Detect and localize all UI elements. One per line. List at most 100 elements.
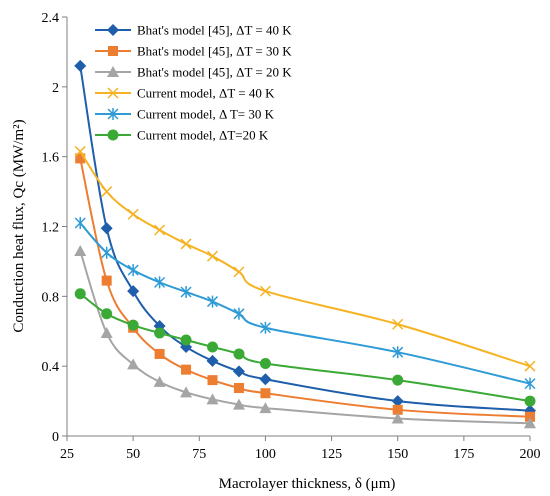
legend-label: Bhat's model [45], ΔT = 20 K [137, 65, 292, 80]
data-point [392, 318, 404, 330]
legend-marker [107, 129, 119, 141]
y-tick-label: 0.4 [42, 360, 60, 375]
data-point [206, 250, 219, 262]
data-point [259, 321, 271, 334]
data-point [207, 375, 218, 386]
legend-entry: Current model, Δ T= 30 K [95, 107, 275, 122]
data-point [259, 358, 271, 370]
series-line [79, 65, 531, 412]
legend-label: Bhat's model [45], ΔT = 30 K [137, 44, 292, 59]
y-tick-label: 0 [52, 430, 59, 445]
plot-area: 25 50 75 100 125 150 175 200 0 0.4 0.8 1.2 1.6 2 2.4 [42, 11, 541, 462]
data-point [391, 412, 404, 424]
data-point [233, 307, 245, 320]
data-point [74, 288, 86, 300]
legend-marker [107, 108, 119, 120]
data-point [206, 295, 219, 308]
data-point [181, 364, 192, 375]
legend-label: Current model, Δ T= 30 K [137, 107, 275, 122]
data-point [233, 382, 244, 393]
x-tick-label: 125 [321, 447, 342, 462]
data-point [127, 264, 139, 277]
series-4 [74, 145, 536, 372]
data-point [127, 358, 140, 370]
series-line [79, 250, 531, 425]
y-tick-label: 0.8 [42, 290, 60, 305]
data-point [74, 244, 87, 256]
data-point [392, 404, 403, 415]
data-point [100, 222, 113, 235]
legend-entry: Current model, ΔT = 40 K [95, 86, 275, 101]
x-tick-label: 200 [520, 447, 541, 462]
y-axis-title: Conduction heat flux, Qc (MW/m²) [11, 119, 27, 332]
data-point [101, 186, 113, 198]
y-tick-label: 1.2 [42, 221, 60, 236]
x-tick-label: 100 [255, 447, 276, 462]
data-point [154, 224, 166, 236]
data-point [525, 411, 535, 422]
legend-label: Current model, ΔT = 40 K [137, 86, 275, 101]
series-6 [74, 288, 536, 407]
data-point [524, 377, 536, 390]
data-point [154, 348, 165, 359]
y-tick-label: 2.4 [42, 11, 60, 26]
data-point [524, 360, 536, 372]
legend-marker [107, 87, 119, 99]
x-tick-label: 75 [192, 447, 206, 462]
data-point [74, 145, 86, 157]
data-point [232, 365, 245, 378]
x-tick-label: 150 [387, 447, 408, 462]
series-line [79, 150, 531, 368]
legend: Bhat's model [45], ΔT = 40 K Bhat's model… [95, 23, 292, 143]
data-point [524, 417, 536, 429]
legend-marker [107, 24, 119, 36]
data-point [232, 398, 245, 410]
data-point [180, 238, 192, 250]
data-point [127, 208, 139, 220]
legend-entry: Bhat's model [45], ΔT = 20 K [95, 65, 292, 80]
data-point [524, 395, 536, 407]
data-point [101, 308, 113, 320]
legend-marker [108, 46, 118, 56]
y-tick-label: 2 [52, 81, 59, 96]
series-line [79, 158, 531, 418]
data-point [100, 326, 113, 338]
data-point [75, 153, 86, 164]
series-line [79, 222, 531, 385]
data-point [391, 395, 404, 408]
series-2 [75, 153, 535, 422]
legend-marker [107, 66, 119, 77]
data-point [180, 386, 193, 398]
legend-entry: Bhat's model [45], ΔT = 30 K [95, 44, 292, 59]
legend-entry: Current model, ΔT=20 K [95, 128, 269, 143]
legend-label: Bhat's model [45], ΔT = 40 K [137, 23, 292, 38]
data-point [259, 285, 271, 297]
data-point [260, 388, 271, 399]
x-tick-label: 50 [126, 447, 140, 462]
x-axis-title: Macrolayer thickness, δ (μm) [219, 476, 396, 492]
data-point [392, 374, 404, 386]
data-point [233, 348, 245, 360]
data-point [154, 327, 166, 339]
series-line [79, 292, 531, 403]
data-point [233, 266, 245, 278]
data-point [127, 319, 139, 331]
data-point [259, 373, 272, 386]
x-tick-label: 175 [453, 447, 474, 462]
data-point [101, 275, 112, 286]
data-point [101, 246, 113, 259]
legend-label: Current model, ΔT=20 K [137, 128, 269, 143]
data-point [392, 346, 404, 359]
y-tick-label: 1.6 [42, 151, 60, 166]
series-3 [74, 244, 536, 429]
series-layer [74, 59, 536, 429]
data-point [74, 59, 87, 72]
data-point [259, 402, 272, 414]
data-point [74, 217, 86, 230]
data-point [206, 393, 219, 405]
data-point [154, 276, 166, 289]
legend-entry: Bhat's model [45], ΔT = 40 K [95, 23, 292, 38]
series-5 [74, 217, 536, 390]
x-tick-label: 25 [60, 447, 74, 462]
data-point [180, 334, 192, 346]
